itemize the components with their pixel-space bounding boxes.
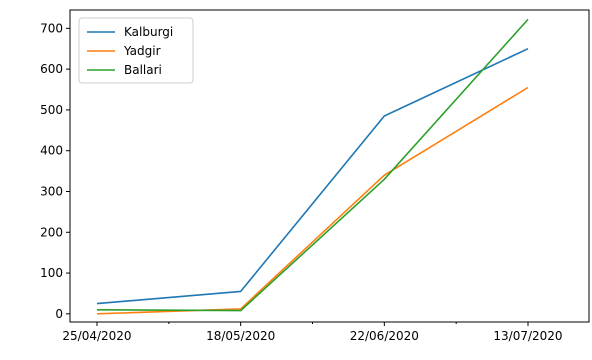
x-axis: 25/04/2020 18/05/2020 22/06/2020 13/07/2020 [62,322,563,343]
x-tick-label: 18/05/2020 [206,329,275,343]
y-tick-label: 100 [40,266,63,280]
legend-label-ballari: Ballari [124,63,162,77]
series-line-yadgir [96,86,529,315]
legend-label-yadgir: Yadgir [123,44,161,58]
y-axis: 0 100 200 300 400 500 600 700 [40,21,70,321]
y-tick-label: 0 [55,307,63,321]
y-tick-label: 600 [40,62,63,76]
legend-label-kalburgi: Kalburgi [124,25,173,39]
series-lines [96,18,529,315]
y-tick-label: 400 [40,144,63,158]
y-tick-label: 700 [40,21,63,35]
y-tick-label: 500 [40,103,63,117]
x-tick-label: 13/07/2020 [493,329,562,343]
y-tick-label: 200 [40,225,63,239]
series-line-ballari [96,18,529,312]
series-line-kalburgi [96,47,529,305]
x-tick-label: 22/06/2020 [350,329,419,343]
x-tick-label: 25/04/2020 [62,329,131,343]
legend: Kalburgi Yadgir Ballari [78,17,194,84]
legend-box [78,17,194,84]
y-tick-label: 300 [40,184,63,198]
